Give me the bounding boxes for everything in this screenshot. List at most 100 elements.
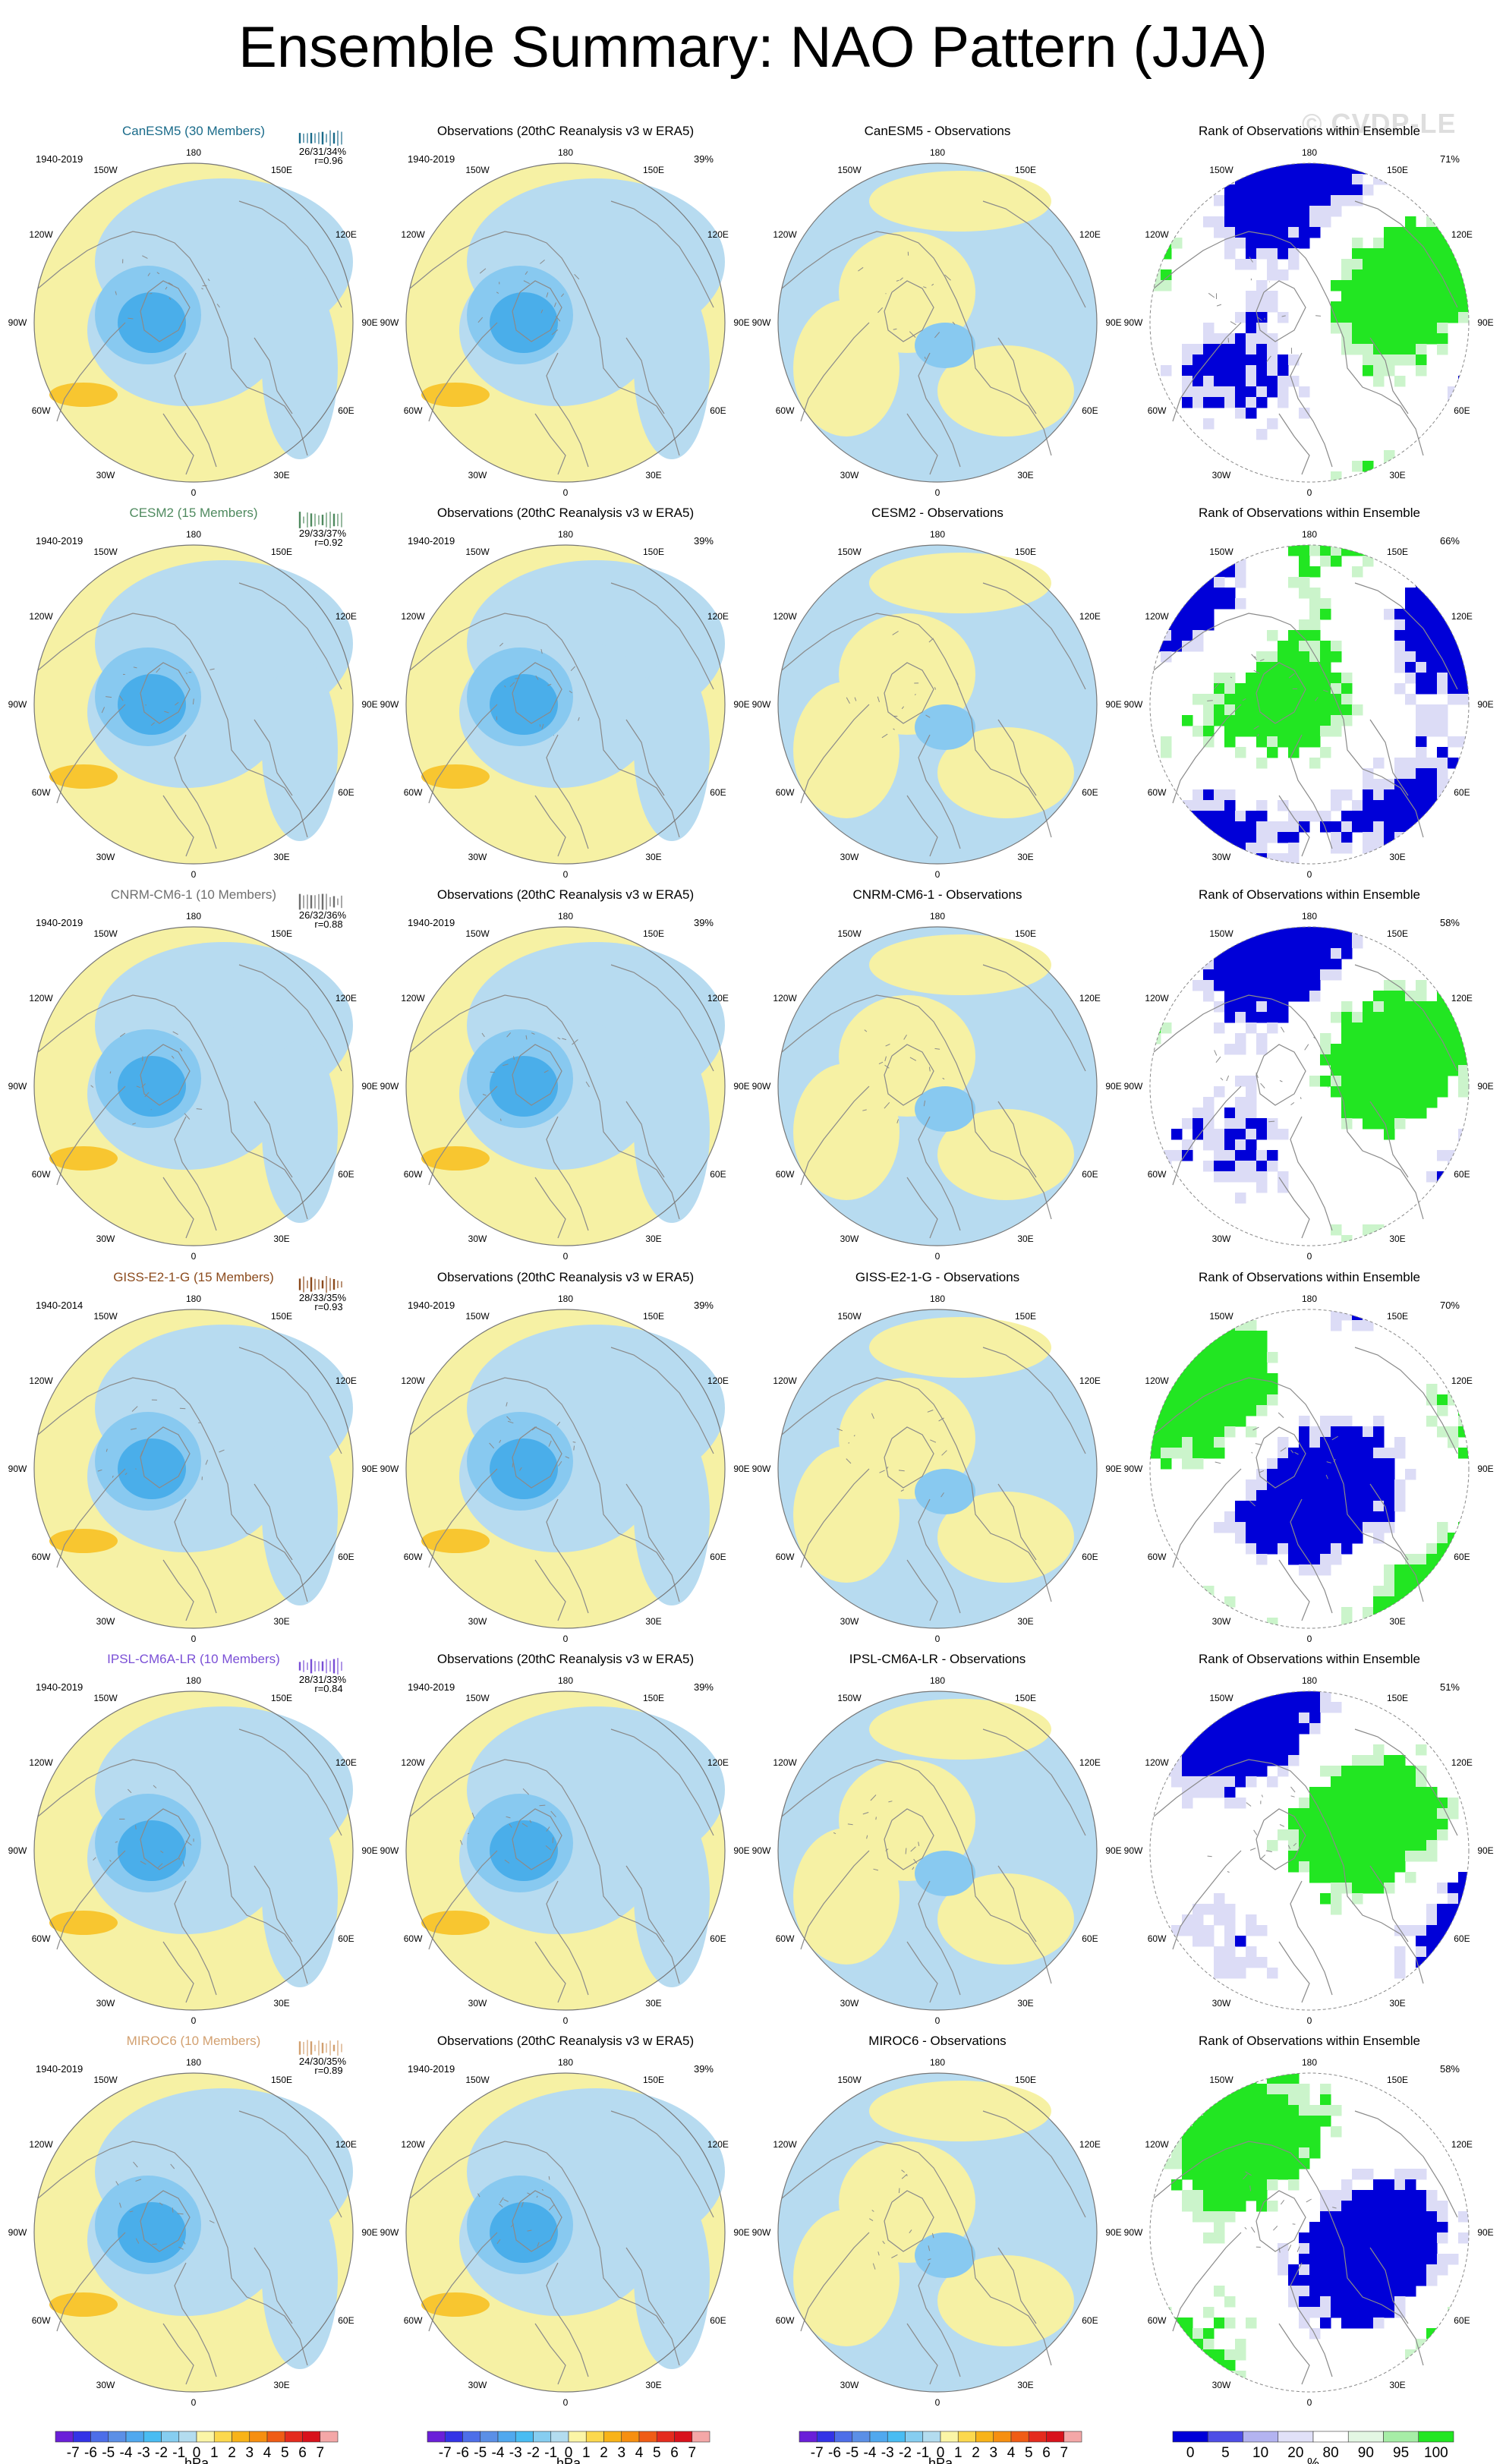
rank-cell: [1171, 598, 1183, 610]
colorbar-tick-label: 7: [1060, 2445, 1068, 2461]
rank-cell: [1320, 1798, 1331, 1809]
rank-cell: [1426, 269, 1438, 281]
island-outline: [1281, 315, 1286, 317]
coastline: [1256, 1808, 1306, 1870]
rank-cell: [1171, 1776, 1183, 1788]
rank-cell: [1331, 1511, 1342, 1523]
island-outline: [1207, 1855, 1212, 1857]
island-outline: [1227, 338, 1230, 343]
rank-cell: [1384, 1022, 1395, 1034]
rank-cell: [1416, 1044, 1427, 1055]
rank-cell: [1384, 2190, 1395, 2201]
rank-cell: [1203, 1139, 1215, 1151]
rank-cell: [1246, 853, 1257, 864]
longitude-label: 90E: [1477, 1464, 1493, 1474]
longitude-label: 180: [930, 147, 945, 158]
colorbar-swatch: [533, 2431, 552, 2443]
rank-cell: [1320, 1469, 1331, 1480]
rank-cell: [1203, 1394, 1215, 1406]
rank-cell: [1437, 758, 1448, 769]
rank-cell: [1235, 238, 1246, 249]
rank-cell: [1331, 1861, 1342, 1873]
rank-cell: [1278, 206, 1289, 217]
rank-cell: [1320, 2254, 1331, 2265]
rank-cell: [1171, 821, 1183, 833]
rank-cell: [1426, 832, 1438, 843]
rank-cell: [1309, 2126, 1321, 2138]
rank-cell: [1405, 2232, 1416, 2244]
rank-cell: [1394, 832, 1406, 843]
rank-cell: [1458, 1904, 1469, 1915]
rank-cell: [1214, 1416, 1225, 1427]
rank-cell: [1331, 789, 1342, 801]
rank-cell: [1267, 376, 1278, 387]
rank-cell: [1352, 2169, 1363, 2180]
island-outline: [847, 1823, 853, 1826]
island-outline: [525, 271, 528, 275]
rank-cell: [1458, 662, 1469, 673]
rank-cell: [1256, 1479, 1268, 1491]
rank-cell: [1405, 333, 1416, 345]
rank-cell: [1426, 2254, 1438, 2265]
rank-cell: [1214, 1946, 1225, 1958]
colorbar-swatch: [515, 2431, 534, 2443]
island-outline: [1280, 1447, 1287, 1452]
longitude-label: 30W: [840, 2380, 859, 2390]
rank-cell: [1256, 2169, 1268, 2180]
rank-cell: [1437, 1607, 1448, 1618]
rank-cell: [1426, 1076, 1438, 1087]
rank-cell: [1267, 832, 1278, 843]
rank-cell: [1214, 195, 1225, 206]
rank-cell: [1203, 2116, 1215, 2127]
longitude-label: 60E: [1454, 1933, 1470, 1944]
rank-cell: [1373, 811, 1385, 822]
island-outline: [106, 696, 112, 698]
longitude-label: 0: [191, 1251, 197, 1262]
rank-cell: [1299, 174, 1310, 185]
longitude-label: 0: [191, 487, 197, 498]
island-outline: [540, 648, 543, 654]
rank-cell: [1448, 163, 1459, 175]
longitude-label: 150E: [1015, 2075, 1036, 2085]
rank-cell: [1373, 2243, 1385, 2254]
rank-cell: [1203, 2137, 1215, 2148]
rank-cell: [1246, 821, 1257, 833]
rank-cell: [1363, 1118, 1374, 1130]
rank-cell: [1405, 1851, 1416, 1862]
positive-anomaly-core: [421, 383, 490, 407]
rank-cell: [1448, 1618, 1459, 1628]
rank-cell: [1256, 948, 1268, 959]
rank-cell: [1224, 2147, 1236, 2159]
colorbar-swatch: [497, 2431, 516, 2443]
rank-cell: [1267, 1458, 1278, 1470]
rank-cell: [1448, 694, 1459, 705]
rank-cell: [1373, 333, 1385, 345]
island-outline: [93, 1857, 96, 1861]
rank-cell: [1384, 1851, 1395, 1862]
rank-cell: [1437, 566, 1448, 578]
rank-cell: [1214, 694, 1225, 705]
rank-cell: [1320, 1511, 1331, 1523]
rank-cell: [1256, 1554, 1268, 1565]
rank-cell: [1426, 1044, 1438, 1055]
rank-cell: [1224, 2084, 1236, 2095]
island-outline: [186, 673, 187, 674]
colorbar-tick-label: -6: [84, 2445, 97, 2461]
island-outline: [529, 1820, 532, 1823]
panel-title-difference: CESM2 - Observations: [871, 506, 1003, 520]
rank-cell: [1299, 673, 1310, 684]
rank-cell: [1341, 1479, 1353, 1491]
island-outline: [119, 2202, 121, 2208]
island-outline: [1326, 1461, 1331, 1464]
longitude-label: 150E: [643, 1311, 664, 1322]
rank-cell: [1437, 312, 1448, 323]
rank-cell: [1246, 2084, 1257, 2095]
island-outline: [1230, 321, 1237, 326]
rank-cell: [1384, 1872, 1395, 1883]
rank-cell: [1203, 2105, 1215, 2116]
rank-cell: [1235, 683, 1246, 695]
coastline: [610, 964, 714, 1072]
rank-cell: [1224, 1150, 1236, 1161]
island-outline: [1226, 1075, 1230, 1082]
negative-anomaly-core: [118, 674, 186, 735]
